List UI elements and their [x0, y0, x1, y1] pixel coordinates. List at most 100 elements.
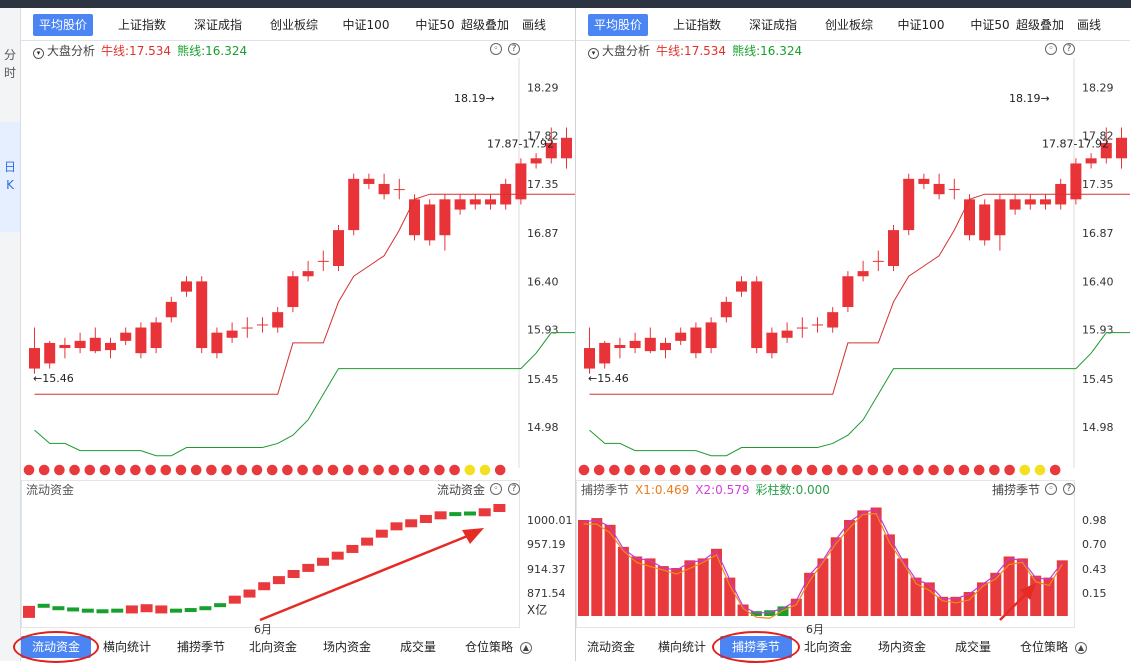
collapse-up-icon[interactable]: ▲	[1075, 642, 1087, 654]
candle-body	[660, 342, 671, 351]
candle-body	[1040, 199, 1051, 205]
season-bar	[591, 518, 603, 616]
bull-line	[589, 193, 1130, 395]
flow-step	[228, 595, 241, 604]
candle-body	[751, 281, 763, 349]
bottom-tab[interactable]: 横向统计	[102, 640, 151, 654]
top-tab[interactable]: 中证50	[970, 18, 1010, 32]
top-tab[interactable]: 深证成指	[193, 18, 242, 32]
top-tab[interactable]: 创业板综	[824, 18, 873, 32]
signal-dot	[821, 464, 833, 476]
signal-dot	[928, 464, 939, 476]
season-bar	[764, 610, 776, 616]
top-tab[interactable]: 上证指数	[117, 18, 166, 32]
candle-body	[888, 230, 899, 266]
signal-dot	[989, 464, 1000, 476]
signal-dot	[578, 464, 590, 476]
season-bar	[857, 510, 869, 616]
candle-body	[165, 301, 177, 318]
sidebar-tab-daily-k[interactable]: 日K	[0, 122, 20, 232]
top-tab[interactable]: 超级叠加	[1015, 18, 1064, 32]
candle-body	[1009, 199, 1021, 210]
collapse-icon[interactable]: ▾	[33, 48, 44, 59]
help-icon[interactable]: ?	[1063, 483, 1075, 495]
signal-dot	[54, 464, 65, 476]
settings-icon[interactable]: ◦	[1045, 483, 1057, 495]
signal-dot	[373, 464, 384, 476]
sub-indicator-switch[interactable]: 捕捞季节	[992, 483, 1041, 497]
top-tab[interactable]: 中证50	[415, 18, 455, 32]
candle-body	[59, 344, 71, 349]
top-tab[interactable]: 创业板综	[269, 18, 318, 32]
bottom-tab[interactable]: 捕捞季节	[176, 640, 225, 654]
season-bar	[870, 507, 882, 616]
candle-body	[257, 324, 268, 326]
settings-icon[interactable]: ◦	[490, 43, 502, 55]
bottom-tab[interactable]: 北向资金	[248, 640, 297, 654]
bottom-tab[interactable]: 场内资金	[322, 640, 371, 654]
price-tick-label: 14.98	[527, 421, 559, 434]
signal-dot	[867, 464, 879, 476]
flow-step	[199, 606, 212, 611]
sub-indicator-title: 流动资金	[26, 483, 75, 497]
flow-step	[287, 570, 300, 578]
bottom-tab[interactable]: 成交量	[954, 640, 991, 654]
candle-body	[690, 327, 702, 354]
help-icon[interactable]: ?	[1063, 43, 1075, 55]
collapse-up-icon[interactable]: ▲	[520, 642, 532, 654]
top-tab[interactable]: 中证100	[897, 18, 945, 32]
bottom-tab[interactable]: 横向统计	[657, 640, 706, 654]
bottom-tab[interactable]: 流动资金	[586, 640, 635, 654]
top-tab[interactable]: 深证成指	[748, 18, 797, 32]
season-bar	[657, 566, 669, 616]
sub-chart-frame	[21, 480, 520, 628]
sub-indicator-switch[interactable]: 流动资金	[437, 483, 486, 497]
collapse-icon[interactable]: ▾	[588, 48, 599, 59]
settings-icon[interactable]: ◦	[1045, 43, 1057, 55]
signal-dot	[175, 464, 187, 476]
sidebar-tab-timeshare[interactable]: 分时	[0, 44, 20, 84]
bottom-tab[interactable]: 仓位策略	[464, 640, 513, 654]
indicator-title: 大盘分析	[602, 44, 651, 58]
candle-body	[796, 327, 808, 329]
signal-dot	[852, 464, 863, 476]
chart-panel-right: 平均股价 上证指数 深证成指 创业板综 中证100 中证50 超级叠加 画线 ▾ 大盘分析 牛线:1…	[576, 8, 1130, 663]
bottom-tab[interactable]: 成交量	[399, 640, 436, 654]
top-tab[interactable]: 中证100	[342, 18, 390, 32]
candle-body	[584, 348, 595, 369]
settings-icon[interactable]: ◦	[490, 483, 502, 495]
season-bar	[830, 537, 842, 616]
top-tab[interactable]: 上证指数	[672, 18, 721, 32]
candle-body	[211, 332, 223, 354]
season-bar	[977, 582, 988, 616]
signal-dot	[145, 464, 156, 476]
panel-divider	[575, 8, 576, 661]
flow-step	[317, 557, 329, 566]
bottom-tab[interactable]: 场内资金	[877, 640, 926, 654]
flow-step	[272, 576, 285, 585]
help-icon[interactable]: ?	[508, 43, 520, 55]
candle-body	[842, 276, 854, 308]
candle-body	[485, 199, 496, 205]
season-bar	[990, 572, 1002, 616]
bottom-tab[interactable]: 仓位策略	[1019, 640, 1068, 654]
top-tab[interactable]: 画线	[521, 18, 546, 32]
candle-body	[135, 327, 147, 354]
main-chart-header: ▾ 大盘分析 牛线:17.534 熊线:16.324	[33, 42, 253, 59]
top-tab[interactable]: 平均股价	[588, 14, 648, 36]
signal-dot	[282, 464, 293, 476]
price-tick-label: 17.35	[1082, 178, 1114, 191]
top-tab[interactable]: 平均股价	[33, 14, 93, 36]
top-tab[interactable]: 超级叠加	[460, 18, 509, 32]
signal-dot	[715, 464, 727, 476]
bottom-tab[interactable]: 北向资金	[803, 640, 852, 654]
season-bar	[724, 577, 736, 616]
candle-body	[872, 260, 884, 262]
help-icon[interactable]: ?	[508, 483, 520, 495]
flow-step	[170, 608, 182, 613]
top-tab[interactable]: 画线	[1076, 18, 1101, 32]
signal-dot	[654, 464, 666, 476]
signal-dot	[114, 464, 126, 476]
signal-dot	[593, 464, 605, 476]
sub-indicator-title: 捕捞季节	[581, 483, 630, 497]
